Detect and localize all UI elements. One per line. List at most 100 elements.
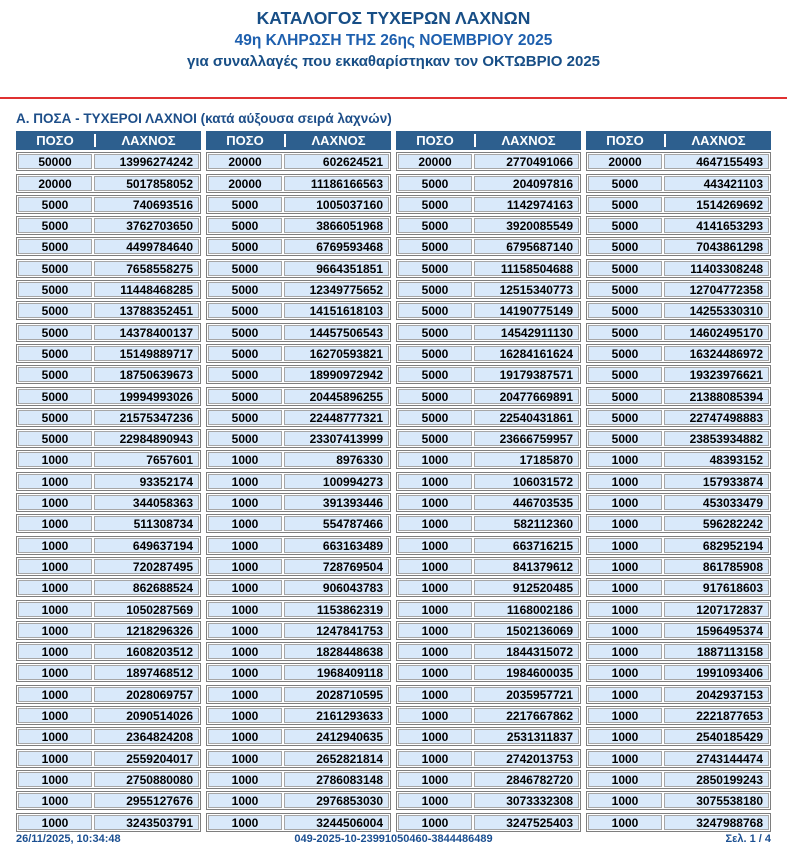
table-row: 1000 1050287569	[16, 599, 201, 619]
number-cell: 1828448638	[284, 644, 389, 660]
column-header: ΠΟΣΟ ΛΑΧΝΟΣ	[16, 131, 201, 150]
amount-cell: 1000	[208, 771, 282, 787]
table-row: 5000 14378400137	[16, 322, 201, 342]
number-cell: 3247525403	[474, 814, 579, 830]
table-row: 5000 22984890943	[16, 429, 201, 449]
amount-cell: 5000	[398, 175, 472, 191]
amount-header-label: ΠΟΣΟ	[606, 133, 644, 148]
table-rows: 20000 602624521 20000 11186166563 5000 100503…	[206, 152, 391, 832]
header-divider	[474, 134, 476, 147]
number-cell: 11186166563	[284, 175, 389, 191]
table-row: 1000 2850199243	[586, 769, 771, 789]
amount-cell: 1000	[18, 516, 92, 532]
number-cell: 554787466	[284, 516, 389, 532]
amount-cell: 1000	[208, 665, 282, 681]
amount-cell: 1000	[588, 708, 662, 724]
table-row: 1000 8976330	[206, 450, 391, 470]
table-row: 1000 2846782720	[396, 769, 581, 789]
number-cell: 511308734	[94, 516, 199, 532]
content-area: Α. ΠΟΣΑ - ΤΥΧΕΡΟΙ ΛΑΧΝΟΙ (κατά αύξουσα σ…	[0, 110, 787, 832]
number-cell: 204097816	[474, 175, 579, 191]
number-cell: 2217667862	[474, 708, 579, 724]
number-cell: 20477669891	[474, 388, 579, 404]
number-cell: 23853934882	[664, 431, 769, 447]
number-cell: 1844315072	[474, 644, 579, 660]
amount-cell: 1000	[18, 580, 92, 596]
amount-cell: 1000	[398, 558, 472, 574]
table-row: 1000 1247841753	[206, 620, 391, 640]
number-cell: 740693516	[94, 196, 199, 212]
amount-cell: 1000	[588, 771, 662, 787]
table-row: 5000 11448468285	[16, 280, 201, 300]
amount-cell: 5000	[588, 175, 662, 191]
table-row: 1000 2217667862	[396, 706, 581, 726]
table-row: 1000 446703535	[396, 493, 581, 513]
table-row: 1000 511308734	[16, 514, 201, 534]
number-cell: 906043783	[284, 580, 389, 596]
number-cell: 443421103	[664, 175, 769, 191]
amount-cell: 5000	[398, 431, 472, 447]
amount-cell: 5000	[208, 303, 282, 319]
amount-cell: 20000	[18, 175, 92, 191]
table-row: 5000 6769593468	[206, 237, 391, 257]
amount-cell: 5000	[398, 196, 472, 212]
number-cell: 2743144474	[664, 750, 769, 766]
amount-cell: 5000	[588, 324, 662, 340]
table-row: 5000 3762703650	[16, 216, 201, 236]
table-row: 1000 2028069757	[16, 684, 201, 704]
number-cell: 14542911130	[474, 324, 579, 340]
amount-header-label: ΠΟΣΟ	[36, 133, 74, 148]
number-cell: 7043861298	[664, 239, 769, 255]
table-row: 1000 1168002186	[396, 599, 581, 619]
number-cell: 596282242	[664, 516, 769, 532]
table-row: 20000 602624521	[206, 152, 391, 172]
amount-cell: 1000	[208, 644, 282, 660]
table-row: 1000 1502136069	[396, 620, 581, 640]
number-cell: 1005037160	[284, 196, 389, 212]
number-cell: 2786083148	[284, 771, 389, 787]
table-row: 5000 15149889717	[16, 343, 201, 363]
amount-cell: 5000	[18, 324, 92, 340]
number-cell: 917618603	[664, 580, 769, 596]
table-row: 1000 1828448638	[206, 642, 391, 662]
table-row: 1000 1218296326	[16, 620, 201, 640]
table-row: 1000 1887113158	[586, 642, 771, 662]
table-row: 1000 1608203512	[16, 642, 201, 662]
number-cell: 16284161624	[474, 345, 579, 361]
number-cell: 7657601	[94, 452, 199, 468]
number-header-label: ΛΑΧΝΟΣ	[121, 133, 176, 148]
amount-cell: 5000	[588, 388, 662, 404]
table-row: 1000 106031572	[396, 471, 581, 491]
amount-cell: 5000	[398, 388, 472, 404]
number-cell: 14190775149	[474, 303, 579, 319]
table-row: 1000 2221877653	[586, 706, 771, 726]
amount-cell: 1000	[208, 580, 282, 596]
footer-page-number: Σελ. 1 / 4	[725, 833, 771, 845]
number-cell: 1514269692	[664, 196, 769, 212]
amount-cell: 1000	[588, 793, 662, 809]
number-cell: 602624521	[284, 154, 389, 170]
amount-cell: 5000	[398, 324, 472, 340]
amount-cell: 1000	[18, 686, 92, 702]
number-cell: 17185870	[474, 452, 579, 468]
number-cell: 1887113158	[664, 644, 769, 660]
table-row: 1000 862688524	[16, 578, 201, 598]
table-row: 1000 1991093406	[586, 663, 771, 683]
amount-cell: 1000	[588, 516, 662, 532]
table-row: 5000 22540431861	[396, 407, 581, 427]
amount-cell: 1000	[398, 708, 472, 724]
table-row: 5000 14255330310	[586, 301, 771, 321]
table-row: 5000 7043861298	[586, 237, 771, 257]
table-row: 5000 21388085394	[586, 386, 771, 406]
table-row: 5000 14602495170	[586, 322, 771, 342]
number-cell: 862688524	[94, 580, 199, 596]
table-row: 5000 14151618103	[206, 301, 391, 321]
table-row: 5000 20477669891	[396, 386, 581, 406]
footer: 26/11/2025, 10:34:48 049-2025-10-2399105…	[16, 833, 771, 845]
amount-cell: 5000	[208, 239, 282, 255]
table-row: 1000 1844315072	[396, 642, 581, 662]
table-row: 1000 100994273	[206, 471, 391, 491]
table-row: 1000 917618603	[586, 578, 771, 598]
amount-cell: 5000	[18, 196, 92, 212]
table-row: 5000 14190775149	[396, 301, 581, 321]
